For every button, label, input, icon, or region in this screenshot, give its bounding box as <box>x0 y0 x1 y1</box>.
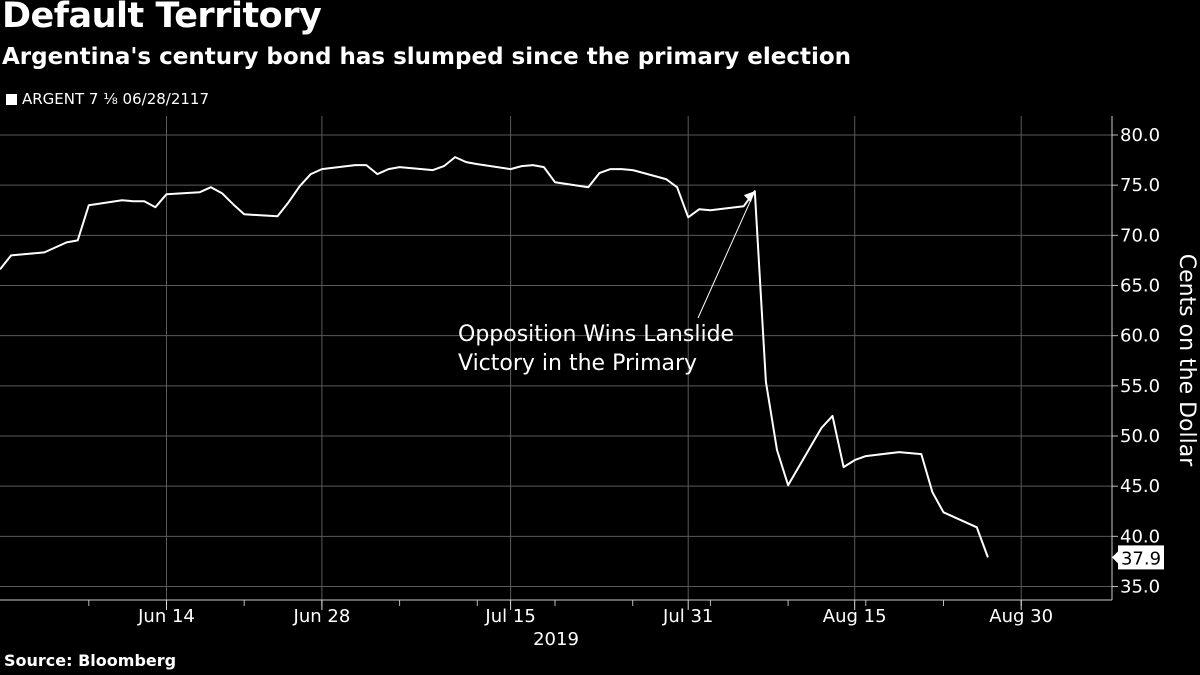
source-note: Source: Bloomberg <box>4 651 177 670</box>
legend-label: ARGENT 7 ⅛ 06/28/2117 <box>22 90 210 108</box>
last-value-pointer <box>1112 550 1119 565</box>
y-tick-label: 65.0 <box>1120 276 1160 297</box>
y-tick-label: 45.0 <box>1120 476 1160 497</box>
x-tick-label: Jul 31 <box>662 606 713 627</box>
x-tick-label: Aug 15 <box>823 606 887 627</box>
y-axis-title: Cents on the Dollar <box>1174 254 1199 468</box>
chart-subtitle: Argentina's century bond has slumped sin… <box>2 44 852 70</box>
annotation-arrow-line <box>697 190 756 319</box>
x-tick-label: Jun 28 <box>293 606 351 627</box>
y-tick-label: 80.0 <box>1120 125 1160 146</box>
legend-swatch <box>6 93 17 105</box>
last-value-box <box>1118 545 1164 570</box>
x-tick-label: Jun 14 <box>137 606 195 627</box>
last-value-label: 37.9 <box>1121 548 1161 569</box>
chart-title: Default Territory <box>2 0 322 36</box>
annotation-text: Victory in the Primary <box>458 351 697 376</box>
y-tick-label: 70.0 <box>1120 225 1160 246</box>
y-tick-label: 35.0 <box>1120 577 1160 598</box>
series-line <box>0 156 989 558</box>
legend: ARGENT 7 ⅛ 06/28/2117 <box>6 90 209 108</box>
x-tick-label: Aug 30 <box>989 606 1053 627</box>
y-tick-label: 75.0 <box>1120 175 1160 196</box>
y-tick-label: 50.0 <box>1120 426 1160 447</box>
annotation-text: Opposition Wins Lanslide <box>458 322 734 347</box>
y-tick-label: 60.0 <box>1120 326 1160 347</box>
y-tick-label: 55.0 <box>1120 376 1160 397</box>
annotation-arrowhead <box>743 191 755 203</box>
x-year-label: 2019 <box>533 629 579 650</box>
x-tick-label: Jul 15 <box>484 606 535 627</box>
y-tick-label: 40.0 <box>1120 526 1160 547</box>
